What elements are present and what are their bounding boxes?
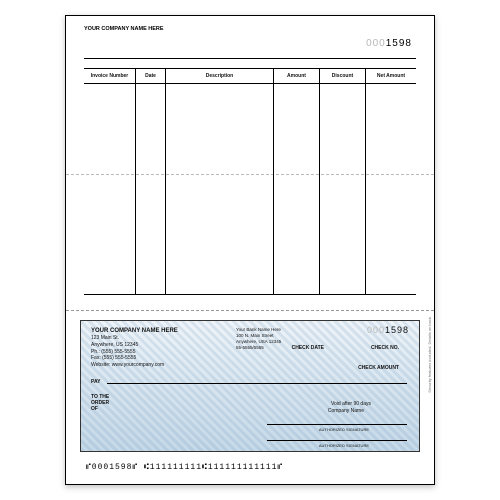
stub-column-header: Discount: [320, 69, 365, 84]
signature-label-1: AUTHORIZED SIGNATURE: [319, 427, 369, 432]
stub-column-header: Date: [136, 69, 165, 84]
stub-column: Invoice Number: [84, 69, 136, 294]
stub-column-header: Description: [166, 69, 273, 84]
stub-column: Date: [136, 69, 166, 294]
check-company-addr1: 123 Main St.: [91, 335, 178, 342]
bank-line-1: Your Bank Name Here: [236, 327, 281, 333]
check-company-addr2: Anywhere, US 12345: [91, 342, 178, 349]
void-text-1: Void after 90 days: [331, 401, 371, 407]
micr-line: ⑈0001598⑈ ⑆111111111⑆111111111111⑈: [86, 463, 283, 472]
label-check-no: CHECK NO.: [371, 345, 399, 351]
signature-label-2: AUTHORIZED SIGNATURE: [319, 443, 369, 448]
check-number: 0001598: [367, 325, 409, 335]
bank-line-3: Anywhere, USA 12345: [236, 339, 281, 345]
check-form-sheet: YOUR COMPANY NAME HERE 0001598 Invoice N…: [65, 15, 435, 485]
check-bank-block: Your Bank Name Here 100 N. Main Street A…: [236, 327, 281, 350]
check-company-fax: Fax: (555) 555-5555: [91, 355, 178, 362]
stub-column: Amount: [274, 69, 320, 294]
check-company-phone: Ph.: (555) 555-5555: [91, 349, 178, 356]
pay-line: [107, 383, 407, 384]
stub-document-number: 0001598: [366, 38, 412, 49]
stub-column-header: Invoice Number: [84, 69, 135, 84]
stub-company-name: YOUR COMPANY NAME HERE: [84, 26, 164, 32]
stub-column-header: Amount: [274, 69, 319, 84]
stub-rule: [84, 58, 416, 59]
void-text-2: Company Name: [328, 408, 364, 414]
bank-line-4: 55-5555/5555: [236, 345, 281, 351]
stub-table: Invoice NumberDateDescriptionAmountDisco…: [84, 68, 416, 295]
label-pay: PAY: [91, 379, 100, 385]
check-panel: YOUR COMPANY NAME HERE 123 Main St. Anyw…: [80, 320, 420, 452]
stub-column-header: Net Amount: [366, 69, 416, 84]
signature-line-2: [267, 440, 407, 441]
remittance-stub: YOUR COMPANY NAME HERE 0001598 Invoice N…: [66, 16, 434, 311]
stub-column: Discount: [320, 69, 366, 294]
label-check-date: CHECK DATE: [292, 345, 324, 351]
label-check-amount: CHECK AMOUNT: [358, 365, 399, 371]
stub-column: Description: [166, 69, 274, 294]
check-company-name: YOUR COMPANY NAME HERE: [91, 327, 178, 335]
signature-line-1: [267, 424, 407, 425]
stub-column: Net Amount: [366, 69, 416, 294]
check-company-block: YOUR COMPANY NAME HERE 123 Main St. Anyw…: [91, 327, 178, 369]
security-side-note: Security features included. Details on b…: [427, 316, 432, 393]
label-to-order: TO THE ORDER OF: [91, 395, 109, 412]
check-company-web: Website: www.yourcompany.com: [91, 362, 178, 369]
